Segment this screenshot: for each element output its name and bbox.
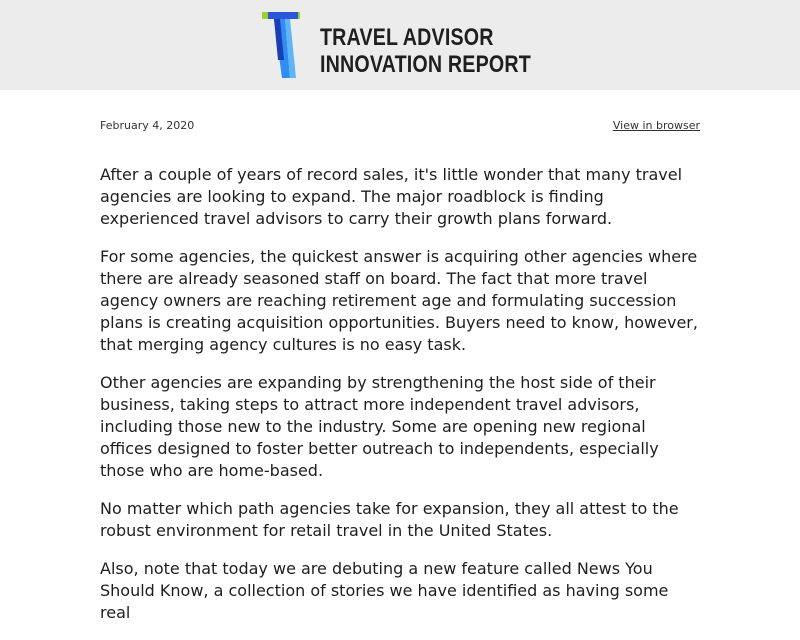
- t-logo-icon: [262, 12, 300, 78]
- paragraph: Also, note that today we are debuting a …: [100, 559, 669, 622]
- paragraph: After a couple of years of record sales,…: [100, 165, 683, 228]
- logo-line-1: TRAVEL ADVISOR: [320, 24, 494, 51]
- view-in-browser-link[interactable]: View in browser: [612, 119, 700, 132]
- logo-line-2: INNOVATION REPORT: [320, 51, 531, 78]
- issue-date: February 4, 2020: [100, 119, 195, 132]
- meta-row: February 4, 2020 View in browser: [100, 119, 700, 151]
- logo-wordmark: TRAVEL ADVISOR INNOVATION REPORT: [320, 24, 531, 78]
- paragraph: For some agencies, the quickest answer i…: [100, 247, 698, 354]
- article-text: After a couple of years of record sales,…: [100, 164, 700, 624]
- paragraph: Other agencies are expanding by strength…: [100, 373, 659, 480]
- paragraph: No matter which path agencies take for e…: [100, 499, 679, 540]
- newsletter-header: TRAVEL ADVISOR INNOVATION REPORT: [0, 0, 800, 90]
- newsletter-body: February 4, 2020 View in browser After a…: [100, 90, 700, 640]
- travel-advisor-logo[interactable]: TRAVEL ADVISOR INNOVATION REPORT: [260, 10, 560, 80]
